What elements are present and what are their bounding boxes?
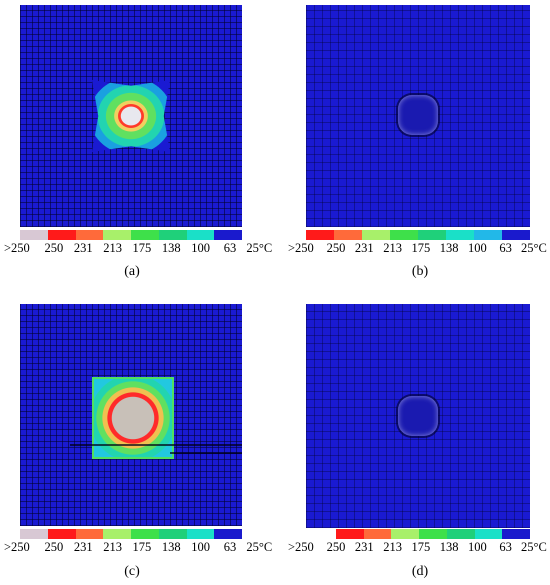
legend-swatch (20, 230, 48, 240)
scale-label: 213 (383, 540, 402, 554)
scale-label: 138 (161, 540, 181, 554)
legend-swatch (502, 230, 530, 240)
simulation-field-a (20, 5, 242, 227)
legend-swatch (446, 230, 474, 240)
scale-label: 63 (499, 241, 512, 255)
scale-label: 100 (191, 241, 210, 255)
legend-swatch (131, 529, 159, 539)
hole-region-b (398, 95, 438, 135)
caption-b: (b) (411, 264, 429, 279)
scale-label: 100 (191, 540, 210, 554)
scale-label: 213 (383, 241, 402, 255)
scale-label: 250 (44, 241, 64, 255)
legend-swatch (131, 230, 159, 240)
legend-swatch (474, 529, 503, 539)
legend-swatch (158, 529, 187, 539)
scale-label: 25°C (246, 540, 273, 554)
scale-label: >250 (4, 540, 30, 554)
legend-swatch (418, 230, 446, 240)
color-scale-d (336, 529, 531, 539)
scale-label: 231 (73, 241, 93, 255)
scale-label: 100 (467, 241, 487, 255)
scale-label: 138 (439, 241, 459, 255)
heated-zone-c (92, 377, 174, 459)
scale-label: 63 (499, 540, 512, 554)
caption-a: (a) (124, 264, 140, 279)
scale-label: 213 (103, 241, 122, 255)
legend-swatch (75, 529, 104, 539)
legend-swatch (419, 529, 447, 539)
scale-label: 175 (411, 540, 431, 554)
color-scale-b (306, 230, 530, 240)
legend-swatch (474, 230, 502, 240)
scale-labels-a: >250 250 231 213 175 138 100 63 25°C (4, 241, 274, 257)
streak-line (170, 452, 242, 454)
scale-label: 175 (132, 540, 152, 554)
legend-swatch (214, 230, 242, 240)
scale-label: 25°C (520, 540, 547, 554)
legend-swatch (186, 529, 215, 539)
caption-d: (d) (411, 564, 429, 579)
legend-swatch (158, 230, 187, 240)
scale-label: 175 (132, 241, 152, 255)
color-scale-c (20, 529, 242, 539)
simulation-field-d (306, 304, 530, 528)
legend-swatch (334, 230, 362, 240)
legend-swatch (47, 529, 76, 539)
simulation-field-c (20, 304, 242, 526)
legend-swatch (75, 230, 104, 240)
scale-label: 63 (223, 241, 237, 255)
legend-swatch (363, 529, 392, 539)
scale-label: 138 (439, 540, 459, 554)
heated-zone-a (92, 80, 170, 152)
legend-swatch (390, 230, 418, 240)
scale-label: 175 (411, 241, 431, 255)
scale-labels-b: >250 250 231 213 175 138 100 63 25°C (288, 241, 548, 257)
legend-swatch (103, 529, 131, 539)
streak-line (70, 444, 242, 446)
scale-label: 250 (44, 540, 64, 554)
legend-swatch (336, 529, 364, 539)
color-scale-a (20, 230, 242, 240)
scale-label: 63 (223, 540, 237, 554)
caption-c: (c) (124, 564, 140, 579)
scale-label: 25°C (520, 241, 547, 255)
legend-swatch (446, 529, 475, 539)
scale-label: 231 (73, 540, 93, 554)
legend-swatch (47, 230, 76, 240)
scale-label: 138 (161, 241, 181, 255)
legend-swatch (362, 230, 390, 240)
simulation-field-b (306, 5, 530, 227)
legend-swatch (391, 529, 420, 539)
scale-label: 25°C (246, 241, 273, 255)
hole-region-d (398, 396, 438, 436)
legend-swatch (186, 230, 215, 240)
scale-label: 100 (467, 540, 487, 554)
scale-label: >250 (4, 241, 30, 255)
legend-swatch (306, 230, 334, 240)
scale-label: 250 (326, 241, 346, 255)
legend-swatch (214, 529, 242, 539)
scale-label: >250 (288, 540, 314, 554)
legend-swatch (20, 529, 48, 539)
legend-swatch (103, 230, 131, 240)
scale-labels-d: >250 250 231 213 175 138 100 63 25°C (288, 540, 548, 556)
legend-swatch (502, 529, 531, 539)
scale-label: 231 (354, 241, 374, 255)
scale-label: >250 (288, 241, 314, 255)
scale-labels-c: >250 250 231 213 175 138 100 63 25°C (4, 540, 274, 556)
scale-label: 250 (326, 540, 346, 554)
scale-label: 213 (103, 540, 122, 554)
scale-label: 231 (354, 540, 374, 554)
